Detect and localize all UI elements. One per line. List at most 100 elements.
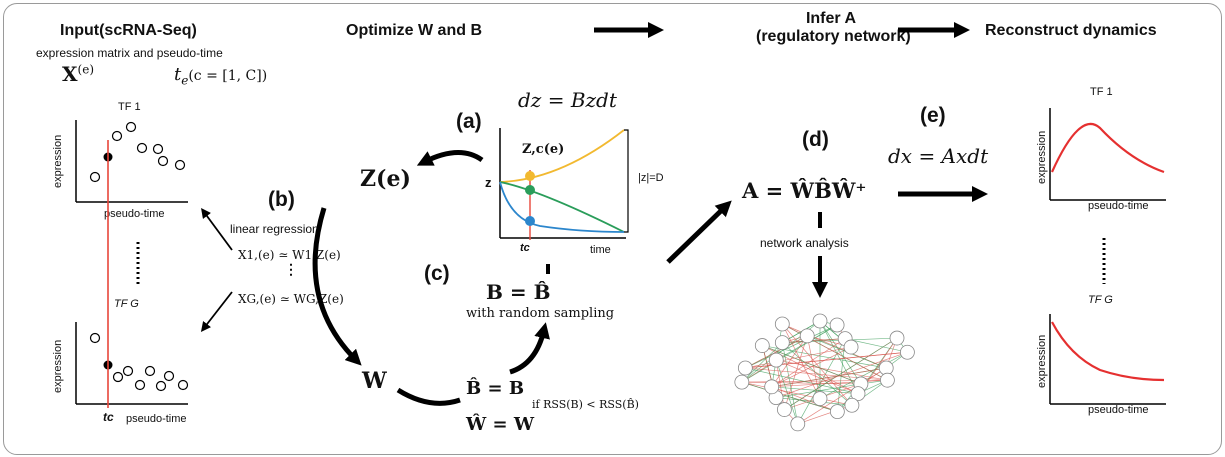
panel-a-plot — [499, 128, 629, 240]
data-point — [177, 379, 189, 391]
arrow-update-to-B — [509, 322, 550, 375]
header-infer: Infer A (regulatory network) — [756, 10, 911, 46]
panel-a-z-label: z — [485, 175, 492, 190]
network-edge — [771, 335, 808, 387]
label-d: (d) — [802, 128, 829, 151]
data-point — [136, 142, 148, 154]
network-edge — [775, 359, 799, 425]
input-tc-label: tc — [103, 410, 114, 424]
data-point — [112, 371, 124, 383]
network-edge — [762, 345, 862, 385]
data-point — [89, 332, 101, 344]
network-node — [850, 386, 866, 402]
network-node — [737, 360, 753, 376]
matrix-superscript: (e) — [77, 62, 94, 77]
header-input: Input(scRNA-Seq) — [60, 22, 197, 39]
panel-a-D-label: |z|=D — [638, 172, 664, 184]
header-reconstruct: Reconstruct dynamics — [985, 22, 1157, 39]
eq-dx: dx = Axdt — [888, 144, 989, 168]
network-edge — [819, 351, 908, 399]
network-node — [843, 339, 859, 355]
data-point — [134, 379, 146, 391]
network-edge — [741, 381, 838, 412]
network-edge — [797, 367, 887, 425]
network-node — [829, 404, 845, 420]
network-graph — [734, 313, 915, 432]
output-tf-bottom: TF G — [1088, 294, 1113, 306]
panel-a-time-label: time — [590, 244, 611, 256]
network-node — [754, 338, 770, 353]
label-c: (c) — [424, 262, 450, 285]
network-edge — [745, 324, 838, 369]
network-edge — [745, 367, 859, 394]
network-node — [844, 397, 860, 413]
rss-condition: if RSS(B) < RSS(B̂) — [532, 398, 639, 411]
pseudotime-range: (c = [1, C]) — [188, 68, 268, 84]
output-tf-top: TF 1 — [1090, 86, 1113, 98]
data-point — [144, 365, 156, 377]
network-node — [889, 330, 905, 346]
network-node — [829, 317, 845, 333]
eq-reg-dots: ⋮ — [284, 262, 298, 278]
eq-A: A = ŴB̂Ŵ⁺ — [742, 178, 867, 203]
arrow-W-to-update — [396, 387, 461, 406]
arrow-to-A — [666, 200, 732, 264]
input-xlabel-bottom: pseudo-time — [126, 413, 187, 425]
arrow-to-top-plot — [201, 207, 233, 251]
eq-B: B = B̂ — [486, 280, 551, 304]
header-infer-line1: Infer A — [805, 10, 857, 27]
network-node — [790, 416, 806, 432]
eq-Bhat: B̂ = B — [466, 378, 525, 399]
network-node — [776, 402, 792, 417]
data-point — [89, 171, 101, 183]
network-node — [764, 379, 780, 395]
arrow-to-bottom-plot — [200, 291, 233, 332]
data-point — [163, 370, 175, 382]
network-node — [812, 313, 828, 329]
network-edge — [782, 323, 853, 406]
network-analysis-label: network analysis — [760, 236, 849, 250]
network-node — [899, 344, 915, 360]
pseudotime-symbol: te(c = [1, C]) — [174, 64, 267, 88]
network-edge — [776, 359, 859, 394]
network-node — [879, 372, 895, 388]
input-subtitle: expression matrix and pseudo-time — [36, 46, 223, 60]
random-sampling-label: with random sampling — [466, 306, 615, 321]
eq-W: W — [362, 368, 387, 394]
network-edge — [771, 338, 846, 388]
label-b: (b) — [268, 188, 295, 211]
arrow-to-regression-top — [212, 250, 230, 254]
data-point — [155, 380, 167, 392]
header-optimize: Optimize W and B — [346, 22, 482, 39]
network-node — [812, 391, 828, 406]
network-edge — [745, 346, 852, 369]
output-xlabel-bottom: pseudo-time — [1088, 404, 1149, 416]
header-infer-line2: (regulatory network) — [756, 28, 911, 45]
input-plot-top — [75, 120, 188, 203]
data-point — [157, 155, 169, 167]
network-node — [774, 335, 790, 351]
network-node — [799, 328, 815, 344]
arrow-a-to-Z — [416, 149, 484, 166]
network-edge — [741, 381, 861, 385]
output-xlabel-top: pseudo-time — [1088, 200, 1149, 212]
tf-top-label: TF 1 — [118, 101, 141, 113]
linear-regression-label: linear regression — [230, 222, 319, 236]
panel-a-tc-label: tc — [520, 242, 530, 254]
eq-dz: dz = Bzdt — [518, 88, 617, 112]
network-edge — [782, 323, 888, 381]
matrix-symbol: X(e) — [62, 62, 94, 86]
output-plot-top — [1049, 108, 1166, 201]
arrow-Z-to-W — [312, 207, 362, 366]
output-plot-bottom — [1049, 314, 1166, 405]
network-node — [774, 316, 790, 332]
network-edge — [845, 338, 908, 353]
eq-What: Ŵ = W — [466, 414, 535, 435]
panel-a-zc-label: Z,c(e) — [522, 142, 565, 157]
network-edge — [782, 338, 846, 343]
data-point — [125, 121, 137, 133]
data-point — [122, 365, 134, 377]
data-point — [111, 130, 123, 142]
pseudotime-letter: t — [174, 64, 182, 85]
